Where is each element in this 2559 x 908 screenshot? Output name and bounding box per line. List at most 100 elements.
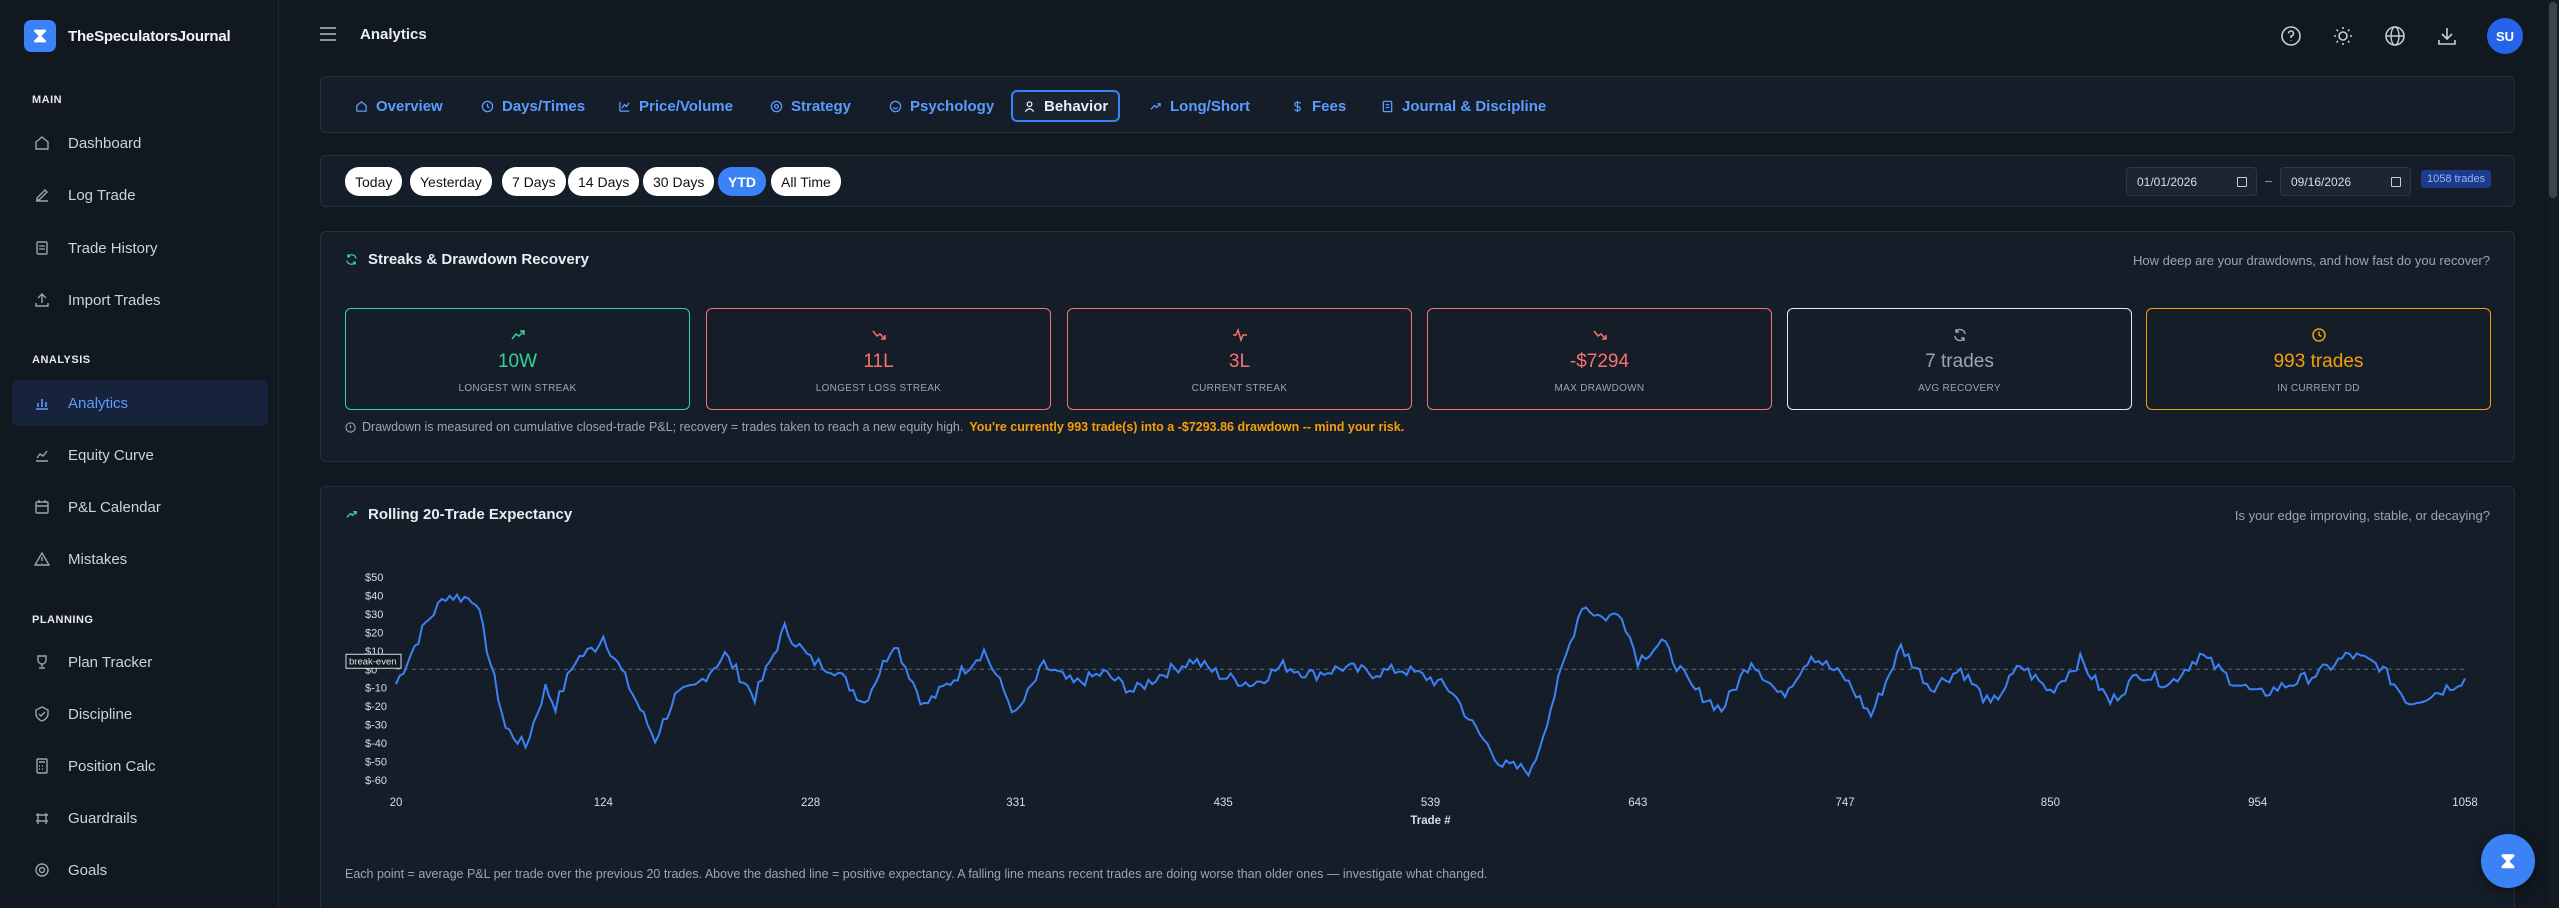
sidebar-item-discipline[interactable]: Discipline (12, 691, 268, 737)
calendar-icon[interactable] (2237, 177, 2247, 187)
menu-icon[interactable] (318, 24, 338, 44)
sidebar: ⧗ TheSpeculatorsJournal MAIN Dashboard L… (0, 0, 279, 908)
tab-label: Price/Volume (639, 97, 733, 115)
document-icon (36, 241, 48, 255)
expectancy-series-line (395, 592, 2466, 778)
sidebar-item-label: Plan Tracker (68, 653, 153, 671)
clock-icon (2311, 328, 2326, 342)
streaks-header: Streaks & Drawdown Recovery (345, 251, 589, 268)
section-question: How deep are your drawdowns, and how fas… (2133, 253, 2490, 268)
range-7-days-button[interactable]: 7 Days (502, 167, 566, 196)
warning-icon (34, 551, 50, 566)
date-from-value: 01/01/2026 (2137, 174, 2198, 189)
upload-icon (35, 293, 49, 307)
globe-icon[interactable] (2383, 24, 2407, 48)
stat-card-current-streak: 3L CURRENT STREAK (1067, 308, 1412, 410)
target-icon (770, 100, 783, 112)
sidebar-item-label: Analytics (68, 394, 129, 412)
range-yesterday-button[interactable]: Yesterday (410, 167, 492, 196)
tab-fees[interactable]: Fees (1281, 90, 1356, 122)
x-tick-label: 539 (1421, 797, 1440, 809)
sidebar-item-label: Import Trades (68, 291, 161, 309)
y-tick-label: $-10 (365, 683, 387, 695)
smile-icon (889, 100, 902, 112)
range-30-days-button[interactable]: 30 Days (643, 167, 715, 196)
expectancy-line-chart: $50$40$30$20$10$0$-10$-20$-30$-40$-50$-6… (345, 572, 2478, 827)
stat-value: 993 trades (2273, 351, 2364, 372)
section-question: Is your edge improving, stable, or decay… (2234, 508, 2490, 523)
home-icon (35, 136, 49, 150)
stat-card-loss-streak: 11L LONGEST LOSS STREAK (706, 308, 1051, 410)
sidebar-item-label: Discipline (68, 705, 133, 723)
range-14-days-button[interactable]: 14 Days (568, 167, 640, 196)
calendar-icon (35, 500, 49, 514)
sidebar-item-mistakes[interactable]: Mistakes (12, 536, 268, 582)
tab-overview[interactable]: Overview (345, 90, 453, 122)
nav-section-analysis: ANALYSIS (32, 354, 91, 366)
tab-behavior[interactable]: Behavior (1011, 90, 1121, 122)
tab-strategy[interactable]: Strategy (760, 90, 861, 122)
page-scrollbar[interactable] (2547, 0, 2559, 908)
rolling-expectancy-panel: Rolling 20-Trade Expectancy Is your edge… (320, 486, 2515, 908)
tab-psychology[interactable]: Psychology (879, 90, 1004, 122)
sidebar-item-analytics[interactable]: Analytics (12, 380, 268, 426)
sidebar-item-dashboard[interactable]: Dashboard (12, 120, 268, 166)
x-axis-label: Trade # (1410, 815, 1451, 827)
sidebar-item-equity-curve[interactable]: Equity Curve (12, 432, 268, 478)
note-text: Drawdown is measured on cumulative close… (362, 420, 964, 434)
sidebar-item-label: P&L Calendar (68, 498, 161, 516)
help-icon[interactable] (2279, 24, 2303, 48)
rolling-header: Rolling 20-Trade Expectancy (345, 506, 572, 523)
sidebar-item-label: Log Trade (68, 186, 136, 204)
chart-footnote: Each point = average P&L per trade over … (345, 867, 1488, 881)
range-ytd-button[interactable]: YTD (718, 167, 766, 196)
sidebar-item-goals[interactable]: Goals (12, 847, 268, 893)
hourglass-fab-button[interactable]: ⧗ (2481, 834, 2535, 888)
tab-label: Fees (1312, 97, 1347, 115)
nav-section-planning: PLANNING (32, 614, 94, 626)
drawdown-note: Drawdown is measured on cumulative close… (345, 420, 1404, 434)
app-logo[interactable]: ⧗ TheSpeculatorsJournal (24, 20, 231, 52)
guardrail-icon (36, 813, 48, 824)
stat-card-avg-recovery: 7 trades AVG RECOVERY (1787, 308, 2132, 410)
range-all-time-button[interactable]: All Time (771, 167, 841, 196)
page-title: Analytics (360, 26, 427, 43)
date-to-input[interactable]: 09/16/2026 (2280, 167, 2411, 196)
x-tick-label: 124 (594, 797, 614, 809)
sidebar-item-import-trades[interactable]: Import Trades (12, 277, 268, 323)
sidebar-item-position-calc[interactable]: Position Calc (12, 743, 268, 789)
tab-journal-discipline[interactable]: Journal & Discipline (1371, 90, 1556, 122)
tab-days-times[interactable]: Days/Times (471, 90, 595, 122)
sun-icon[interactable] (2331, 24, 2355, 48)
y-tick-label: $30 (365, 609, 383, 621)
sidebar-item-label: Dashboard (68, 134, 142, 152)
date-from-input[interactable]: 01/01/2026 (2126, 167, 2257, 196)
stat-card-current-drawdown: 993 trades IN CURRENT DD (2146, 308, 2491, 410)
pulse-icon (1232, 327, 1247, 343)
download-icon[interactable] (2435, 24, 2459, 48)
sidebar-item-pnl-calendar[interactable]: P&L Calendar (12, 484, 268, 530)
tab-label: Psychology (910, 97, 995, 115)
sidebar-item-log-trade[interactable]: Log Trade (12, 172, 268, 218)
sidebar-item-label: Goals (68, 861, 108, 879)
tab-label: Journal & Discipline (1402, 97, 1547, 115)
avatar[interactable]: SU (2487, 18, 2523, 54)
nav-section-main: MAIN (32, 94, 63, 106)
calendar-icon[interactable] (2391, 177, 2401, 187)
trend-up-icon (346, 511, 357, 518)
date-to-value: 09/16/2026 (2291, 174, 2352, 189)
tab-price-volume[interactable]: Price/Volume (608, 90, 743, 122)
stat-label: LONGEST LOSS STREAK (815, 383, 942, 394)
trend-down-icon (1592, 330, 1607, 340)
sidebar-item-guardrails[interactable]: Guardrails (12, 795, 268, 841)
analytics-tabs: Overview Days/Times Price/Volume Strateg… (320, 76, 2515, 133)
x-tick-label: 331 (1006, 797, 1025, 809)
app-name: TheSpeculatorsJournal (68, 27, 231, 45)
scrollbar-thumb[interactable] (2549, 2, 2557, 198)
sidebar-item-plan-tracker[interactable]: Plan Tracker (12, 639, 268, 685)
sidebar-item-trade-history[interactable]: Trade History (12, 225, 268, 271)
top-bar: Analytics SU (280, 0, 2559, 72)
range-today-button[interactable]: Today (345, 167, 403, 196)
tab-long-short[interactable]: Long/Short (1139, 90, 1260, 122)
stat-label: CURRENT STREAK (1191, 383, 1288, 394)
